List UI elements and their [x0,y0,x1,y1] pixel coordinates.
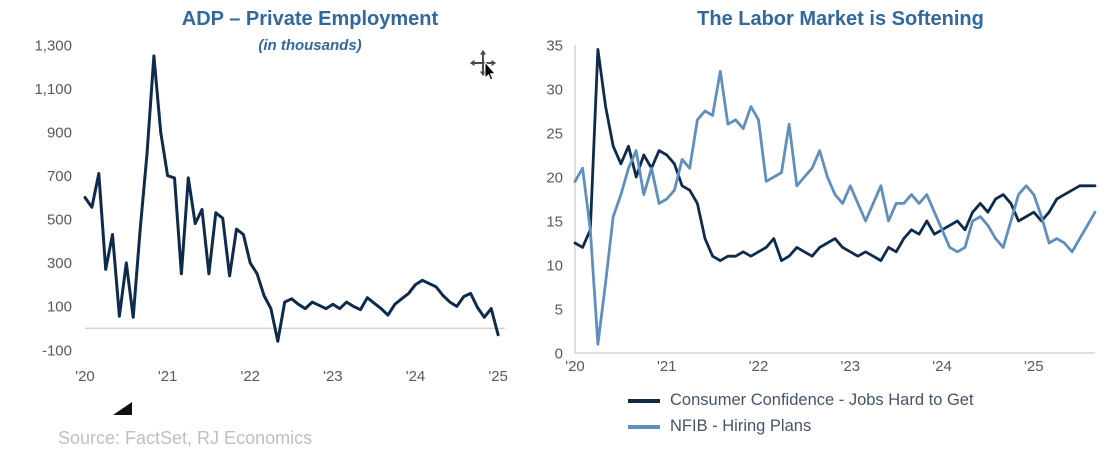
x-tick-label: '23 [323,368,343,385]
legend-label-1: NFIB - Hiring Plans [670,417,812,435]
y-tick-label: 20 [546,169,563,186]
y-tick-label: 5 [555,301,563,318]
y-tick-label: 15 [546,213,563,230]
labor-chart-title: The Labor Market is Softening [697,8,984,30]
y-tick-label: 30 [546,81,563,98]
x-tick-label: '20 [565,358,585,375]
x-tick-label: '24 [932,358,952,375]
triangle-marker [113,402,132,415]
series-line-0 [573,48,1097,263]
legend-item-1: NFIB - Hiring Plans [628,417,974,436]
y-tick-label: 900 [47,124,72,141]
y-tick-label: 700 [47,168,72,185]
x-tick-label: '24 [406,368,426,385]
series-line-0 [83,54,500,343]
labor-chart-legend: Consumer Confidence - Jobs Hard to Get NF… [628,391,974,436]
x-tick-label: '22 [749,358,769,375]
x-tick-label: '25 [1024,358,1044,375]
source-note: Source: FactSet, RJ Economics [58,428,313,448]
legend-swatch-0 [628,398,660,403]
y-tick-label: 35 [546,37,563,54]
x-tick-label: '21 [158,368,178,385]
y-tick-label: 25 [546,125,563,142]
x-tick-label: '21 [657,358,677,375]
move-cursor-icon [468,48,498,81]
legend-label-0: Consumer Confidence - Jobs Hard to Get [670,391,974,409]
y-tick-label: 1,100 [34,81,72,98]
legend-item-0: Consumer Confidence - Jobs Hard to Get [628,391,974,410]
adp-chart-plot: -100 100 300 500 700 900 1,100 1,300 '20 '21 '22 '2… [34,37,508,385]
labor-chart-plot: 0 5 10 15 20 25 30 35 '20 '21 '22 '23 '24 '25 [546,37,1097,375]
x-tick-label: '23 [841,358,861,375]
series-line-1 [573,70,1097,346]
x-tick-label: '25 [488,368,508,385]
x-tick-label: '20 [75,368,95,385]
y-tick-label: 300 [47,255,72,272]
y-tick-label: 10 [546,257,563,274]
y-tick-label: 100 [47,299,72,316]
y-tick-label: 1,300 [34,37,72,54]
adp-chart-subtitle: (in thousands) [258,37,362,54]
y-tick-label: 500 [47,212,72,229]
y-tick-label: 0 [555,345,563,362]
adp-chart-title: ADP – Private Employment [181,8,439,30]
legend-swatch-1 [628,424,660,429]
y-tick-label: -100 [42,342,72,359]
x-tick-label: '22 [240,368,260,385]
